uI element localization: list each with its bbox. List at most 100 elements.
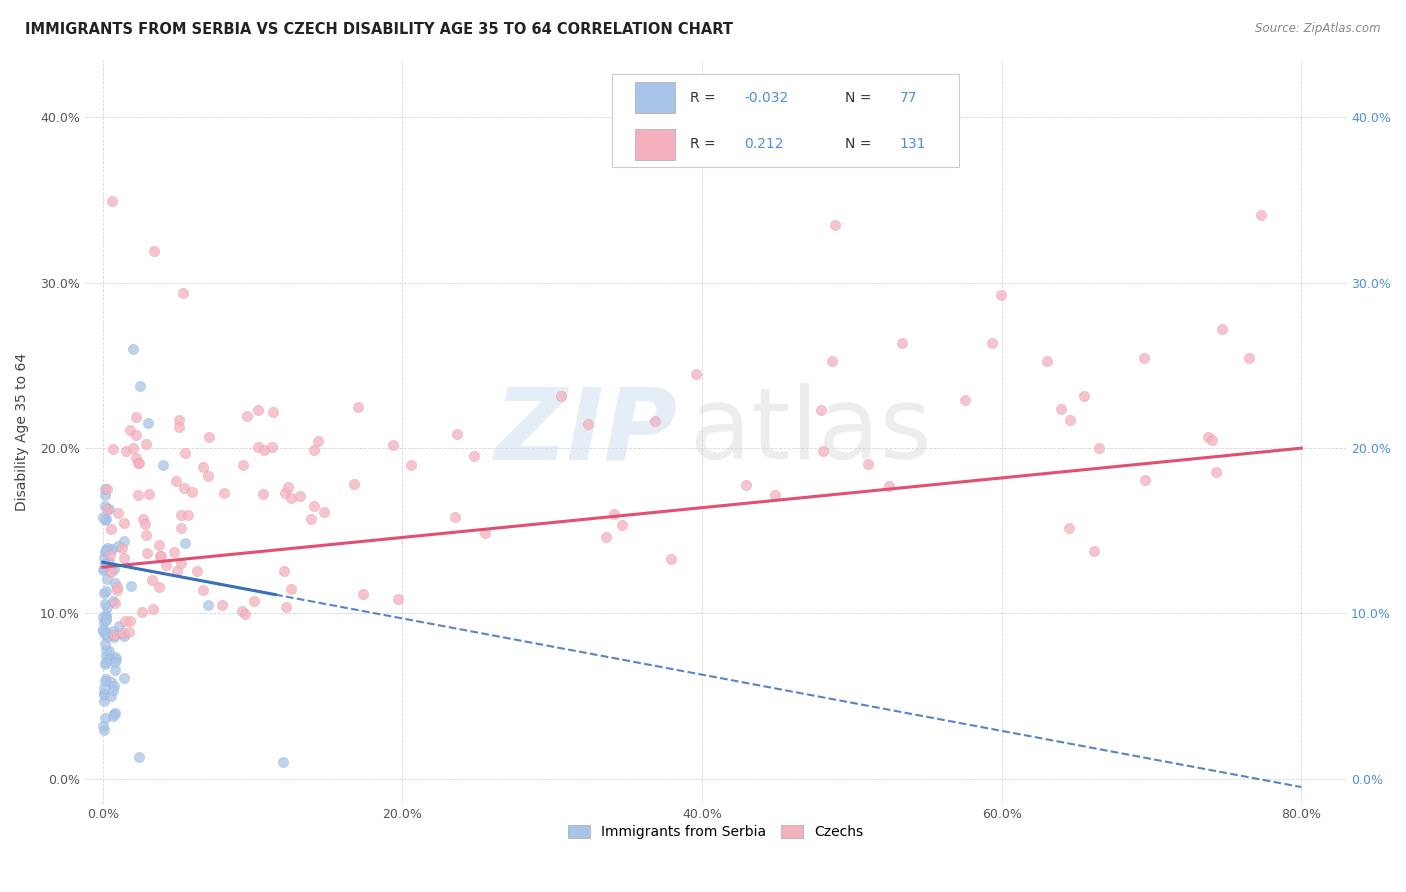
Point: [112, 626, 135, 640]
Point: [231, 604, 253, 618]
Point: [93, 687, 115, 701]
Point: [685, 368, 707, 382]
Point: [91, 623, 114, 637]
Point: [136, 417, 159, 431]
Point: [112, 551, 135, 566]
Point: [260, 440, 283, 454]
Point: [148, 581, 170, 595]
Point: [100, 522, 122, 536]
Text: 0.212: 0.212: [745, 137, 785, 152]
Point: [112, 534, 135, 549]
Legend: Immigrants from Serbia, Czechs: Immigrants from Serbia, Czechs: [562, 820, 869, 845]
Point: [104, 652, 127, 666]
Point: [246, 440, 269, 454]
Point: [346, 400, 368, 414]
Point: [93, 718, 115, 732]
Point: [197, 468, 219, 483]
Point: [1201, 433, 1223, 447]
Point: [94, 657, 117, 671]
Point: [105, 581, 128, 595]
Point: [101, 594, 124, 608]
Point: [93, 550, 115, 565]
Point: [191, 460, 214, 475]
FancyBboxPatch shape: [636, 82, 675, 113]
Point: [94, 513, 117, 527]
Point: [104, 706, 127, 720]
Point: [1073, 389, 1095, 403]
Point: [610, 518, 633, 533]
Point: [94, 627, 117, 641]
Point: [165, 474, 187, 488]
Text: ZIP: ZIP: [495, 383, 678, 480]
Point: [953, 392, 976, 407]
Point: [105, 583, 128, 598]
Point: [94, 611, 117, 625]
Point: [97, 555, 120, 569]
Point: [273, 564, 295, 578]
Point: [120, 614, 142, 628]
Point: [132, 512, 155, 526]
Point: [148, 538, 170, 552]
Point: [93, 624, 115, 639]
Point: [128, 456, 150, 470]
Point: [94, 648, 117, 663]
Point: [94, 711, 117, 725]
Point: [93, 723, 115, 737]
Point: [112, 630, 135, 644]
Point: [91, 510, 114, 524]
Point: [107, 539, 129, 553]
Point: [990, 288, 1012, 302]
Point: [103, 442, 125, 456]
Point: [104, 649, 127, 664]
Point: [163, 545, 186, 559]
Point: [280, 582, 302, 597]
Point: [125, 450, 148, 465]
Point: [304, 442, 326, 457]
Point: [101, 709, 124, 723]
Point: [98, 548, 121, 562]
Point: [172, 285, 194, 300]
Point: [100, 675, 122, 690]
Text: atlas: atlas: [690, 383, 932, 480]
Point: [152, 458, 174, 472]
Point: [299, 512, 322, 526]
Point: [100, 690, 122, 704]
Point: [94, 674, 117, 689]
Point: [101, 194, 124, 208]
Point: [129, 379, 152, 393]
Point: [271, 756, 294, 770]
Point: [595, 530, 617, 544]
Point: [93, 615, 115, 629]
Point: [97, 644, 120, 658]
Point: [114, 614, 136, 628]
Point: [1088, 441, 1111, 455]
Point: [891, 336, 914, 351]
Point: [96, 600, 118, 615]
Text: -0.032: -0.032: [745, 91, 789, 104]
Point: [94, 637, 117, 651]
Point: [1197, 430, 1219, 444]
Text: R =: R =: [690, 137, 720, 152]
Point: [114, 672, 136, 686]
Point: [101, 683, 124, 698]
Point: [212, 486, 235, 500]
Point: [96, 482, 118, 496]
Point: [1059, 521, 1081, 535]
Point: [824, 218, 846, 232]
Point: [352, 587, 374, 601]
Point: [1133, 474, 1156, 488]
Point: [150, 549, 173, 564]
Point: [252, 487, 274, 501]
Point: [236, 409, 259, 424]
Point: [94, 545, 117, 559]
Point: [1205, 465, 1227, 479]
Point: [141, 573, 163, 587]
Point: [167, 420, 190, 434]
Point: [142, 602, 165, 616]
Point: [233, 607, 256, 621]
Point: [443, 509, 465, 524]
Point: [174, 536, 197, 550]
Point: [118, 423, 141, 437]
Point: [93, 681, 115, 696]
Point: [232, 458, 254, 473]
